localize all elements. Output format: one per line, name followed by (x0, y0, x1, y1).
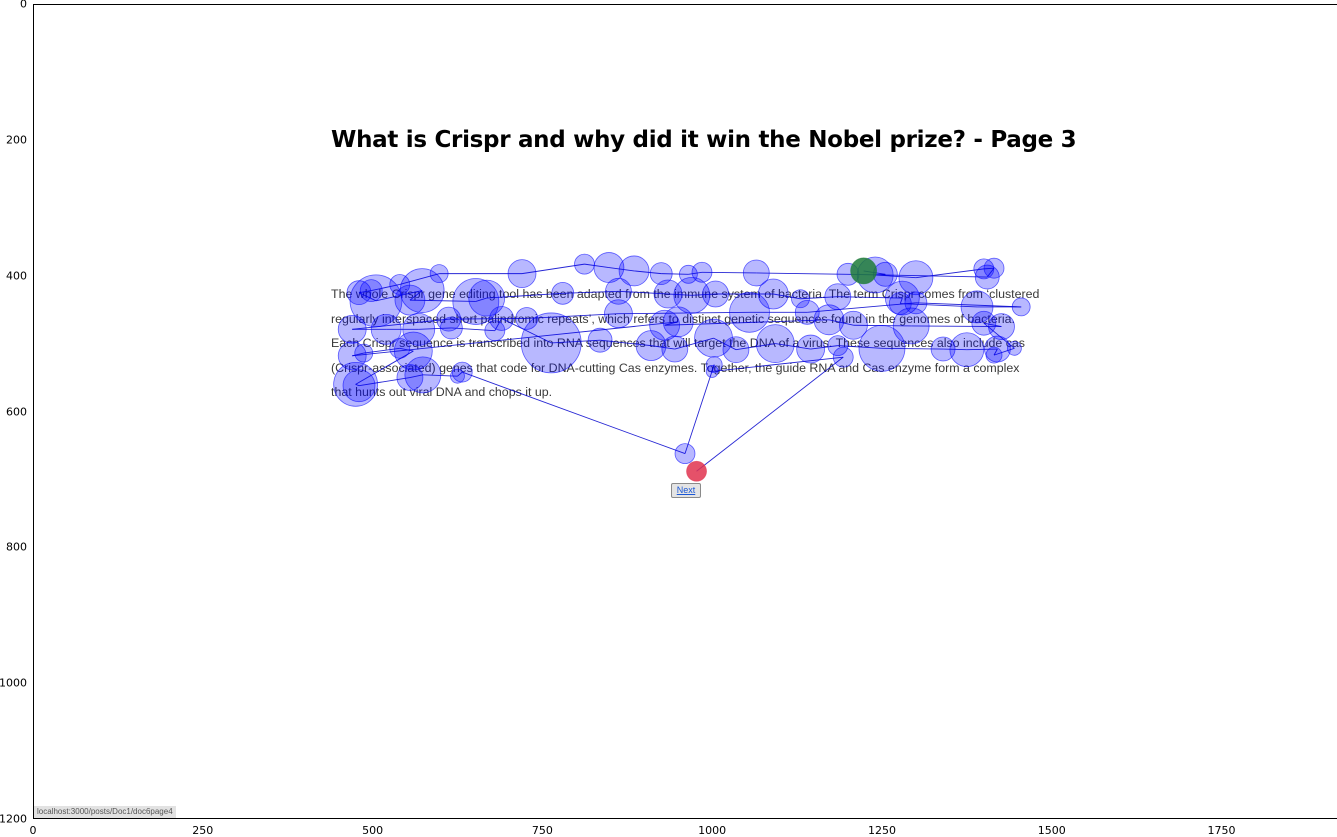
y-tick-label: 1200 (0, 812, 27, 826)
x-tick-label: 1250 (867, 824, 896, 837)
y-tick-label: 600 (6, 405, 27, 418)
x-tick-label: 750 (531, 824, 553, 837)
status-bar-url: localhost:3000/posts/Doc1/doc6page4 (34, 806, 176, 818)
y-tick-label: 0 (20, 0, 27, 11)
x-tick-label: 1500 (1037, 824, 1066, 837)
y-tick-label: 400 (6, 269, 27, 283)
x-tick-label: 500 (362, 824, 384, 837)
x-tick-label: 1000 (698, 824, 727, 837)
x-tick-label: 250 (192, 824, 214, 837)
next-button[interactable]: Next (671, 483, 701, 498)
y-tick-label: 200 (6, 133, 27, 147)
x-tick-label: 0 (29, 824, 37, 837)
y-tick-label: 1000 (0, 676, 27, 690)
x-tick-label: 1750 (1207, 824, 1236, 837)
article-body-text: The whole Crispr gene editing tool has b… (331, 287, 1040, 400)
plot-area (33, 4, 1337, 819)
page-title: What is Crispr and why did it win the No… (331, 127, 1077, 153)
y-tick-label: 800 (6, 540, 27, 554)
